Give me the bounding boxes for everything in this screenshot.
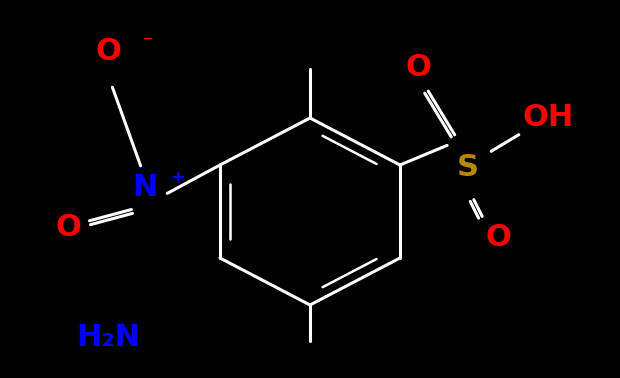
Text: N: N — [132, 174, 157, 203]
Text: OH: OH — [523, 104, 574, 133]
Text: O: O — [55, 214, 81, 243]
Text: H₂N: H₂N — [76, 324, 140, 353]
Text: S: S — [457, 153, 479, 183]
Text: O: O — [485, 223, 511, 253]
Text: O: O — [405, 54, 431, 82]
Text: +: + — [170, 169, 185, 187]
Text: ⁻: ⁻ — [143, 33, 153, 51]
Text: O: O — [95, 37, 121, 67]
